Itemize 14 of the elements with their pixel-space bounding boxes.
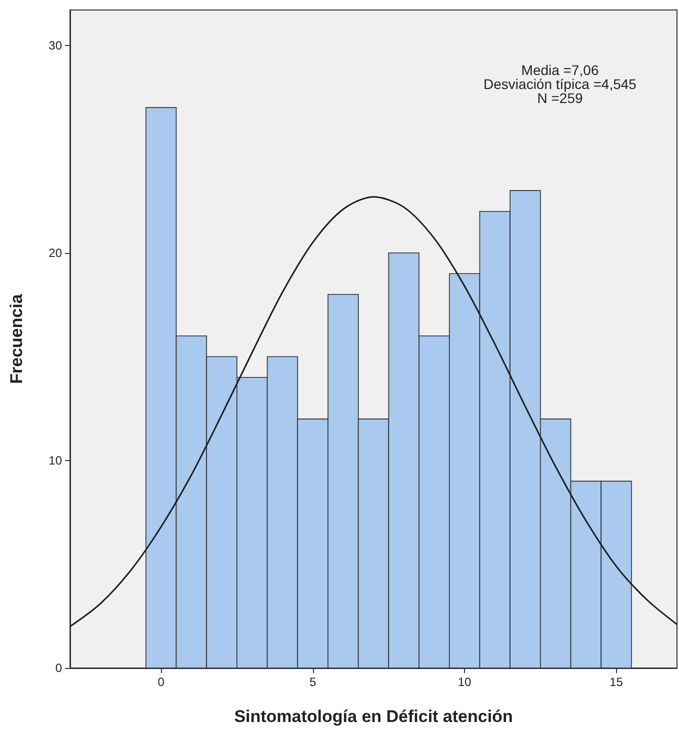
annotation: Media =7,06 xyxy=(521,62,599,78)
x-tick-label: 10 xyxy=(458,675,472,689)
x-tick-label: 0 xyxy=(158,675,165,689)
y-tick-label: 0 xyxy=(55,661,62,675)
y-tick-label: 30 xyxy=(48,38,62,52)
x-tick-label: 5 xyxy=(309,675,316,689)
y-tick-label: 20 xyxy=(48,246,62,260)
line-series xyxy=(69,196,678,628)
x-axis-title: Sintomatología en Déficit atención xyxy=(234,707,513,726)
annotation: Desviación típica =4,545 xyxy=(484,76,637,92)
annotation: N =259 xyxy=(537,90,583,106)
y-axis-title: Frecuencia xyxy=(7,294,26,384)
y-tick-label: 10 xyxy=(48,453,62,468)
x-tick-label: 15 xyxy=(610,675,624,689)
